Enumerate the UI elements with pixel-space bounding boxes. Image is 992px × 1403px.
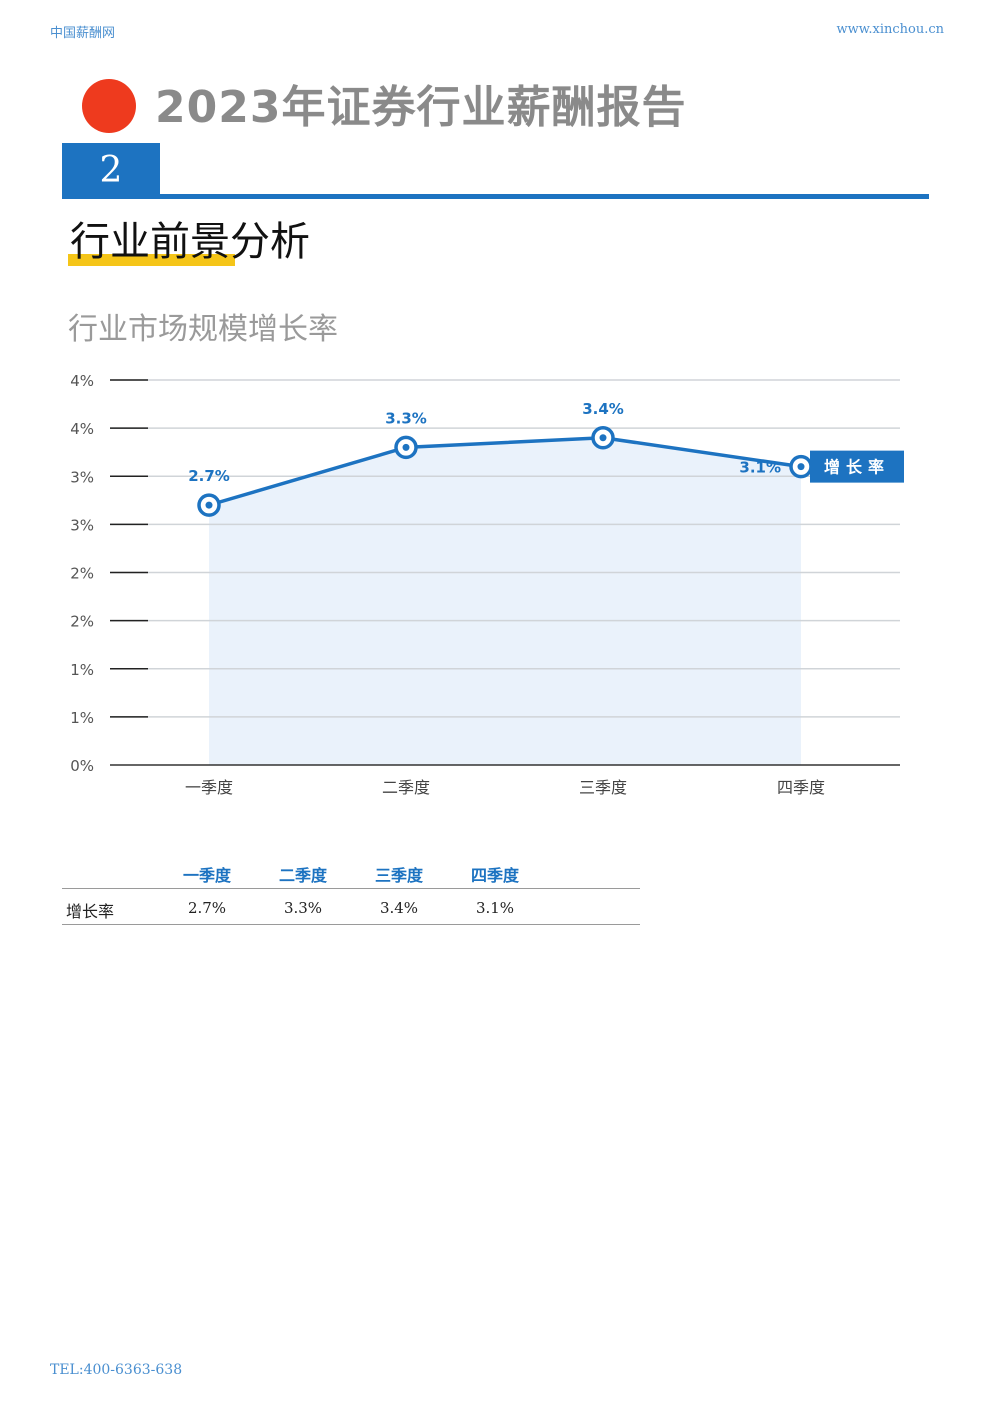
- chart-title: 行业市场规模增长率: [68, 312, 338, 347]
- table-cell-q2: 3.3%: [283, 899, 323, 917]
- section-divider: [62, 194, 929, 199]
- table-header-q3: 三季度: [374, 866, 423, 885]
- header-site-name: 中国薪酬网: [50, 26, 116, 41]
- data-table: 一季度 二季度 三季度 四季度 增长率 2.7% 3.3% 3.4% 3.1%: [62, 856, 640, 925]
- y-tick-label: 2%: [70, 565, 94, 583]
- area-fill: [209, 437, 801, 765]
- legend-box: [810, 450, 904, 483]
- data-label: 3.3%: [385, 409, 427, 427]
- data-point-center: [402, 443, 410, 451]
- footer-phone: TEL:400-6363-638: [50, 1362, 183, 1378]
- section-number: 2: [99, 150, 123, 191]
- x-tick-label: 四季度: [777, 778, 825, 797]
- legend-label: 增长率: [824, 458, 890, 477]
- data-point-center: [205, 501, 213, 509]
- table-row: 增长率 2.7% 3.3% 3.4% 3.1%: [62, 889, 640, 925]
- y-tick-label: 0%: [70, 757, 94, 775]
- growth-line-chart: 0% 1% 1% 2% 2% 3% 3% 4% 4% 一季度 二季度 三季度 四季度 2.7% 3.3% 3.…: [70, 372, 904, 797]
- table-cell-q1: 2.7%: [187, 899, 227, 917]
- y-tick-label: 2%: [70, 613, 94, 631]
- section-number-box: [62, 143, 160, 196]
- data-label: 3.4%: [582, 400, 624, 418]
- y-tick-label: 3%: [70, 516, 94, 534]
- x-tick-label: 一季度: [185, 778, 233, 797]
- table-header-row: 一季度 二季度 三季度 四季度: [62, 856, 640, 889]
- data-point-center: [599, 434, 607, 442]
- series-line: [208, 435, 802, 507]
- table-header-q1: 一季度: [182, 866, 231, 885]
- y-tick-label: 1%: [70, 661, 94, 679]
- data-label: 2.7%: [188, 467, 230, 485]
- data-point-center: [797, 463, 805, 471]
- table-row-label: 增长率: [66, 902, 115, 921]
- table-cell-q3: 3.4%: [379, 899, 419, 917]
- report-title: 2023年证券行业薪酬报告: [155, 82, 687, 133]
- data-label: 3.1%: [739, 459, 781, 477]
- y-tick-label: 3%: [70, 468, 94, 486]
- header-site-url[interactable]: www.xinchou.cn: [836, 22, 944, 37]
- x-tick-label: 二季度: [382, 778, 430, 797]
- table-cell-q4: 3.1%: [475, 899, 515, 917]
- title-dot: [82, 79, 136, 133]
- section-title-highlight: [68, 254, 235, 266]
- x-tick-label: 三季度: [579, 778, 627, 797]
- y-tick-label: 4%: [70, 372, 94, 390]
- table-header-q4: 四季度: [470, 866, 519, 885]
- section-title: 行业前景分析: [70, 219, 310, 265]
- y-tick-label: 4%: [70, 420, 94, 438]
- table-header-q2: 二季度: [278, 866, 327, 885]
- y-tick-label: 1%: [70, 709, 94, 727]
